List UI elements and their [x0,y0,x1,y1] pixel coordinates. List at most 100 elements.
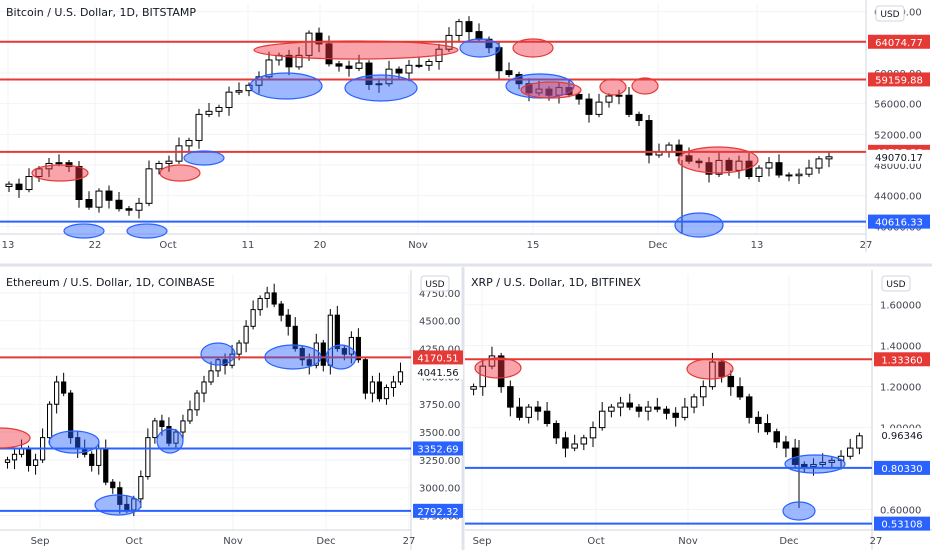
resistance-zone-ellipse[interactable] [474,357,522,379]
level-price-tag [868,72,930,87]
x-tick-label: 20 [314,240,327,251]
candle-body [325,43,333,65]
candle-body [165,160,173,164]
candle-body [15,183,23,191]
resistance-zone-ellipse[interactable] [0,427,31,449]
candle-body [68,392,74,439]
candle-body [103,448,109,483]
x-tick-label: 27 [403,536,416,547]
support-zone-ellipse[interactable] [48,430,100,454]
resistance-zone-ellipse[interactable] [686,358,734,380]
candle-body [815,158,823,169]
level-price-label: 59159.88 [875,75,923,86]
candle-body [516,406,523,418]
candle-body [699,386,707,398]
candle-body [390,381,397,389]
candle-body [545,88,553,96]
currency-badge[interactable] [420,275,450,292]
currency-badge[interactable] [881,275,911,292]
x-tick-label: 27 [860,240,873,251]
candle-body [795,173,803,177]
x-tick-label: 11 [242,240,255,251]
currency-badge[interactable] [875,5,905,22]
resistance-zone-ellipse[interactable] [512,38,554,58]
support-zone-ellipse[interactable] [126,223,168,239]
last-price-label: 49070.17 [875,153,923,164]
level-price-label: 64074.77 [875,38,923,49]
x-tick-label: 27 [870,536,883,547]
candle-body [187,409,193,422]
candle-body [415,64,423,67]
x-tick-label: Sep [473,536,492,547]
candle-body [385,68,393,85]
resistance-zone-ellipse[interactable] [677,146,759,174]
x-tick-label: Nov [678,536,698,547]
y-tick-label: 3750.00 [419,400,460,411]
support-zone-ellipse[interactable] [459,38,501,58]
candle-body [805,167,813,175]
candle-body [605,95,613,103]
y-tick-label: 4750.00 [419,289,460,300]
candle-body [334,314,340,350]
resistance-zone-ellipse[interactable] [253,40,459,60]
candle-body [315,32,323,45]
candle-body [755,416,762,425]
candle-body [35,168,43,177]
y-tick-label: 1.40000 [880,342,921,353]
level-price-tag [413,350,463,365]
support-zone-ellipse[interactable] [264,344,322,370]
y-tick-label: 4500.00 [419,317,460,328]
y-tick-label: 52000.00 [874,130,922,141]
resistance-zone-ellipse[interactable] [599,78,627,96]
resistance-zone-ellipse[interactable] [520,81,582,99]
support-zone-ellipse[interactable] [344,74,418,102]
support-zone-ellipse[interactable] [674,212,724,238]
candle-body [125,208,133,211]
chart-title: Ethereum / U.S. Dollar, 1D, COINBASE [6,276,215,289]
support-zone-ellipse[interactable] [183,150,225,166]
candle-body [365,62,373,85]
candle-body [341,348,347,355]
candle-body [95,190,103,208]
candle-body [345,65,353,69]
level-price-tag [874,460,930,475]
support-zone-ellipse[interactable] [325,344,357,370]
level-price-tag [874,352,930,367]
candles [470,346,863,508]
support-zone-ellipse[interactable] [249,72,323,100]
candle-body [735,160,743,171]
candle-body [348,336,354,355]
candle-body [654,406,661,410]
candle-body [615,94,623,97]
candle-body [257,297,263,311]
candle-body [617,402,624,408]
support-zone-ellipse[interactable] [782,501,816,521]
support-zone-ellipse[interactable] [784,454,846,474]
candle-body [145,168,153,204]
last-price-label: 0.96346 [881,431,922,442]
candle-body [355,336,361,361]
candle-body [201,381,207,394]
candle-body [5,183,13,187]
candle-body [236,342,242,355]
candle-body [535,88,543,94]
x-tick-label: Dec [648,240,667,251]
candle-body [89,453,95,466]
candle-body [825,156,833,160]
x-tick-label: 15 [527,240,540,251]
candle-body [305,32,313,56]
support-zone-ellipse[interactable] [200,342,236,366]
support-zone-ellipse[interactable] [63,223,105,239]
support-zone-ellipse[interactable] [156,428,184,454]
x-tick-label: Oct [159,240,176,251]
candle-body [534,406,542,412]
resistance-zone-ellipse[interactable] [31,164,89,182]
resistance-zone-ellipse[interactable] [159,164,201,182]
x-tick-label: Dec [779,536,798,547]
candle-body [485,38,493,49]
candle-body [135,202,143,211]
chart-panel-3: 1.600001.400001.200001.000000.800000.600… [465,270,932,550]
support-zone-ellipse[interactable] [94,494,142,516]
resistance-zone-ellipse[interactable] [631,77,659,95]
candle-body [819,461,826,465]
